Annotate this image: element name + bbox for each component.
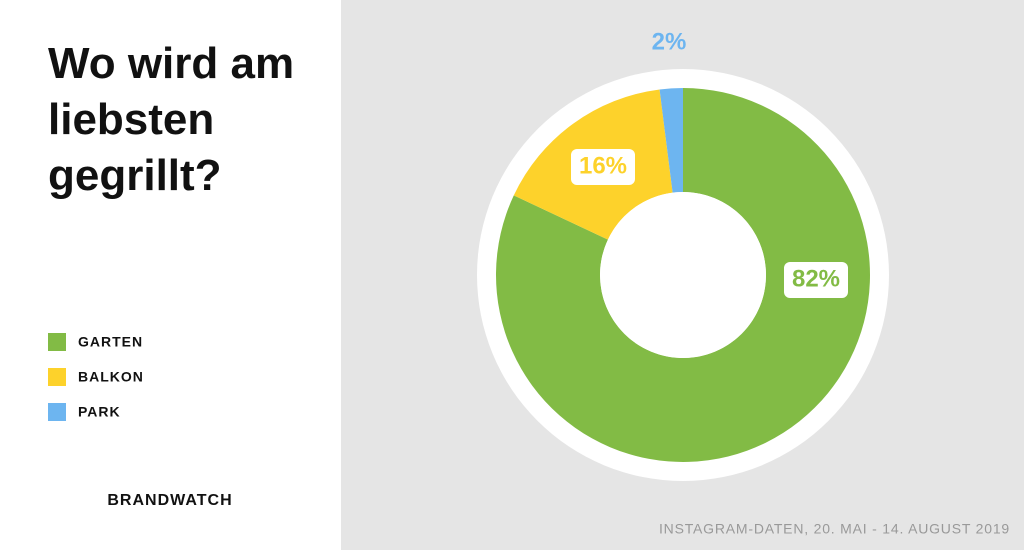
brand: BRANDWATCH bbox=[107, 492, 232, 509]
legend-swatch bbox=[48, 368, 66, 386]
legend-label: BALKON bbox=[78, 369, 144, 385]
label-box bbox=[571, 149, 635, 185]
legend-swatch bbox=[48, 333, 66, 351]
legend-label: GARTEN bbox=[78, 334, 143, 350]
value-label: 2% bbox=[652, 28, 687, 55]
chart-title: Wo wird am liebsten gegrillt? bbox=[48, 39, 295, 200]
slice bbox=[496, 88, 870, 462]
legend-swatch bbox=[48, 403, 66, 421]
value-label: 16% bbox=[579, 152, 627, 179]
source: INSTAGRAM-DATEN, 20. MAI - 14. AUGUST 20… bbox=[659, 521, 1010, 537]
value-label: 82% bbox=[792, 265, 840, 292]
legend-label: PARK bbox=[78, 404, 121, 420]
donut-hole bbox=[600, 192, 766, 358]
label-box bbox=[784, 262, 848, 298]
slice bbox=[659, 88, 683, 193]
